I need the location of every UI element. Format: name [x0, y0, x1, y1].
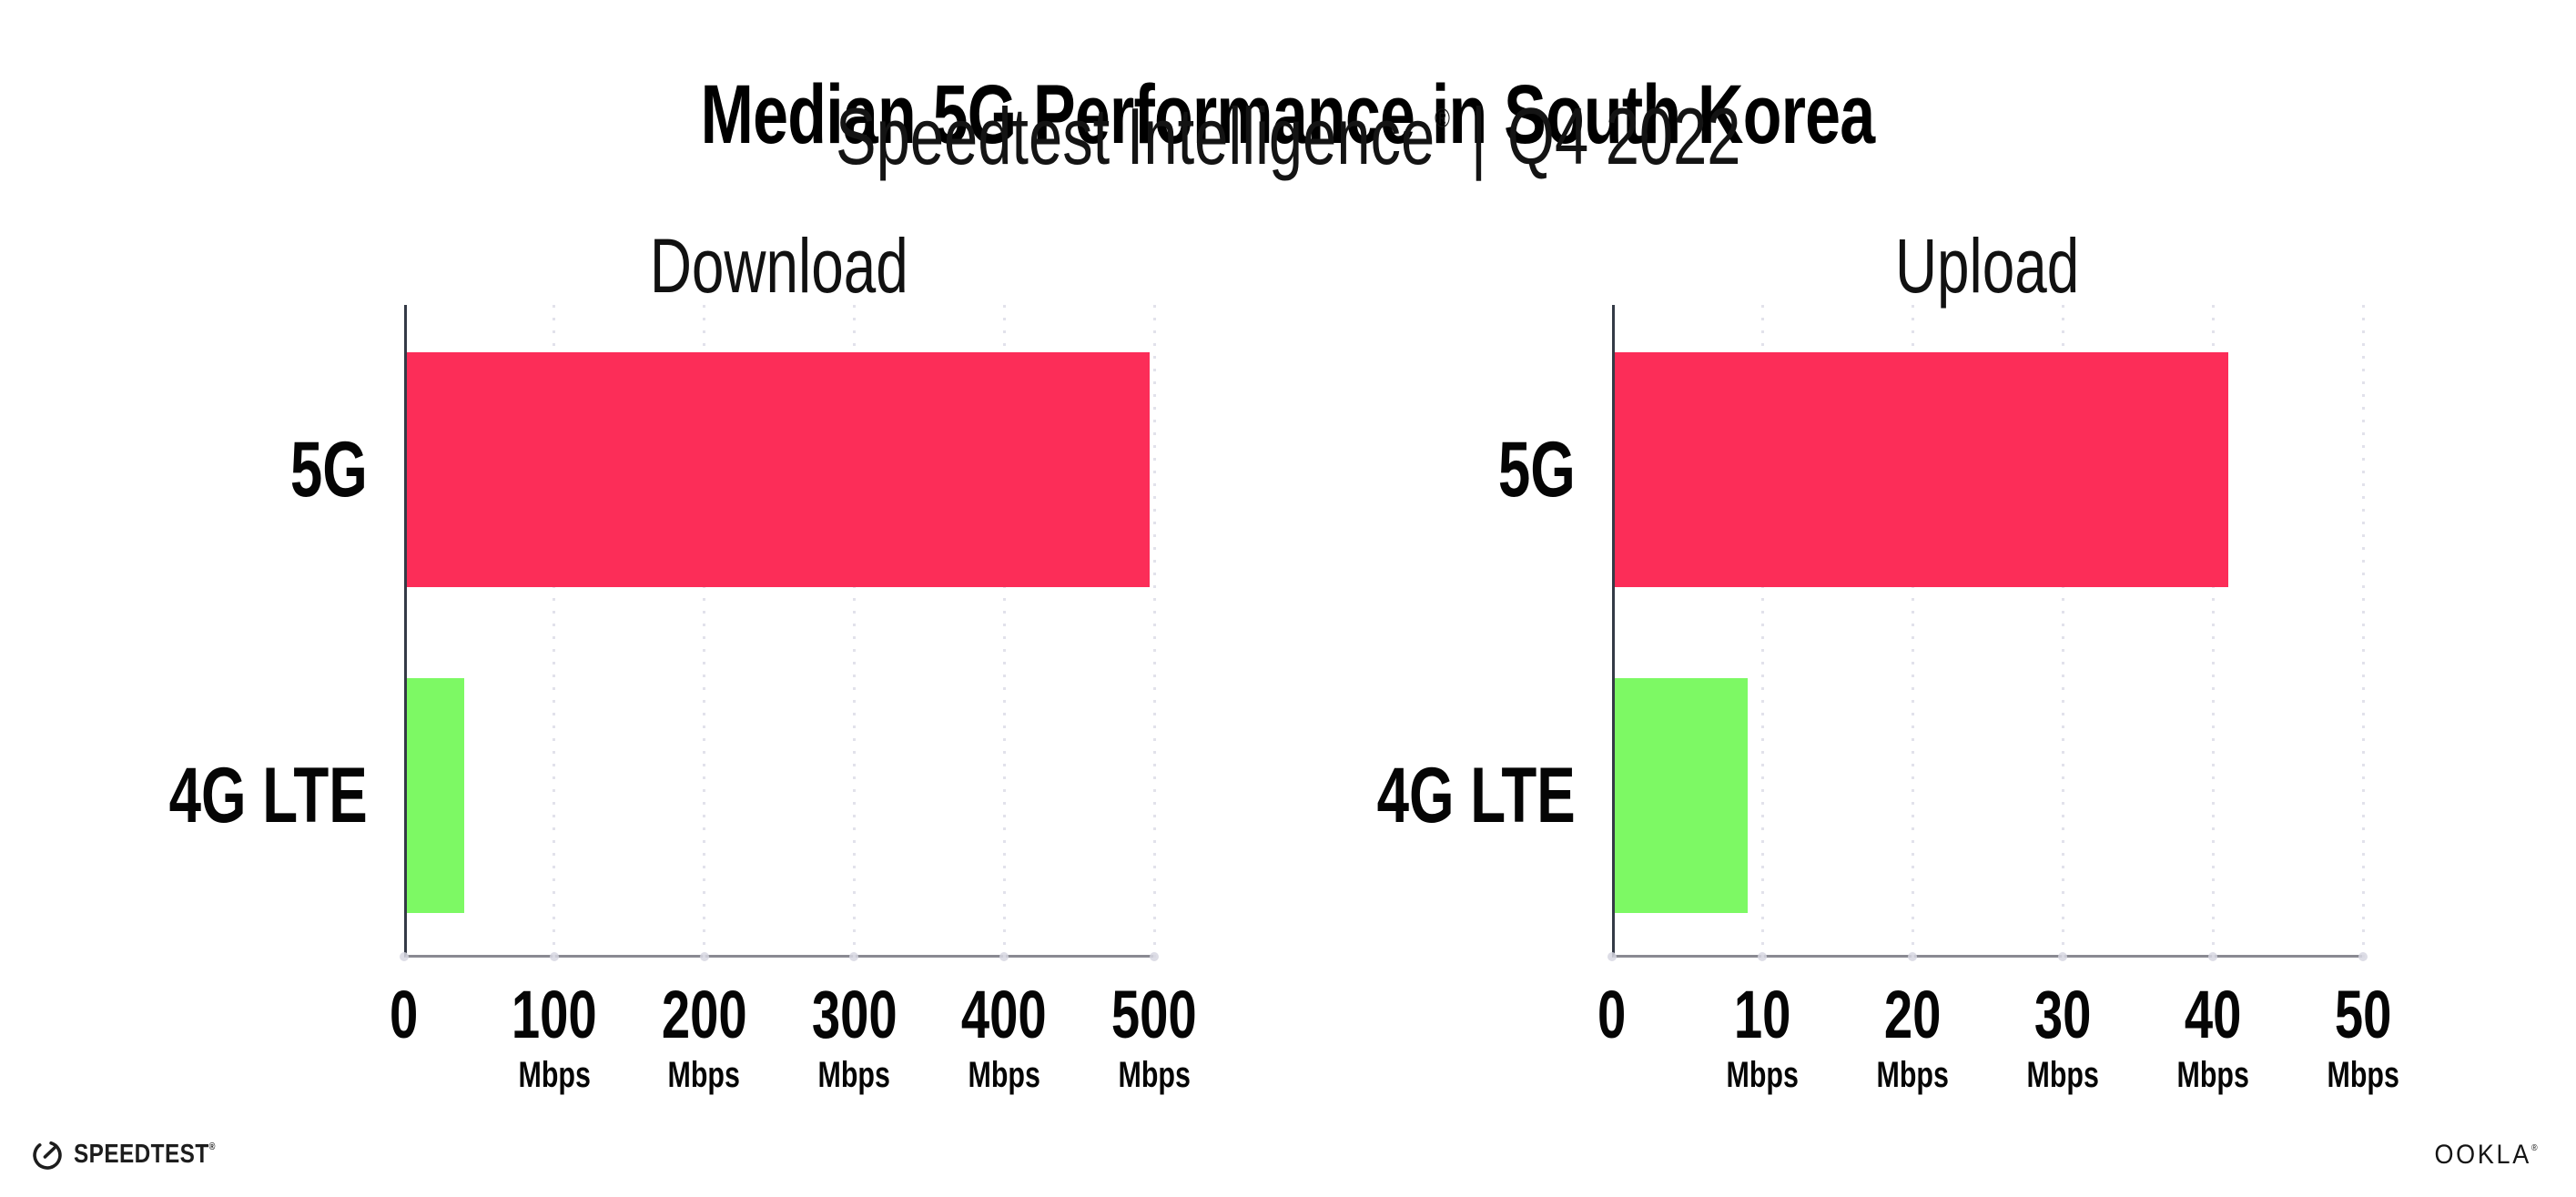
axis-tick-mark [1150, 952, 1159, 961]
x-tick-unit: Mbps [1876, 1055, 1949, 1095]
x-tick-unit: Mbps [2176, 1055, 2249, 1095]
bar-4g-lte [407, 678, 464, 913]
axis-tick-mark [2358, 952, 2368, 961]
axis-tick-mark [1908, 952, 1917, 961]
category-label-5g: 5G [290, 426, 368, 513]
registered-trademark-symbol: ® [1434, 104, 1450, 134]
speedtest-wordmark: SPEEDTEST® [74, 1140, 243, 1170]
x-tick-label: 20 [1883, 977, 1942, 1052]
gridline [1760, 305, 1764, 958]
x-tick-label: 10 [1733, 977, 1791, 1052]
ookla-logo: OOKLA® [2429, 1140, 2546, 1171]
x-tick-500: 500 Mbps [1009, 977, 1300, 1095]
bar-5g [407, 352, 1151, 587]
speedometer-gauge-icon [33, 1141, 62, 1170]
axis-tick-mark [2208, 952, 2217, 961]
x-tick-unit: Mbps [518, 1055, 591, 1095]
gridline [2361, 305, 2365, 958]
speedtest-registered-symbol: ® [208, 1141, 216, 1152]
axis-tick-mark [400, 952, 409, 961]
x-tick-100: 100 Mbps [409, 977, 700, 1095]
category-label-4g-lte: 4G LTE [1376, 752, 1576, 839]
x-tick-300: 300 Mbps [708, 977, 999, 1095]
gridline [2211, 305, 2215, 958]
gridline [2061, 305, 2064, 958]
axis-tick-mark [1758, 952, 1767, 961]
speedtest-logo: SPEEDTEST® [30, 1136, 243, 1172]
x-tick-unit: Mbps [667, 1055, 741, 1095]
x-tick-400: 400 Mbps [858, 977, 1150, 1095]
x-tick-200: 200 Mbps [559, 977, 850, 1095]
x-tick-40: 40 Mbps [2067, 977, 2358, 1095]
bar-5g [1615, 352, 2228, 587]
gridline [852, 305, 856, 958]
x-tick-label: 500 [1111, 977, 1197, 1052]
gridline [553, 305, 556, 958]
axis-tick-mark [999, 952, 1009, 961]
page-subtitle-text: Speedtest Intelligence® | Q4 2022 [836, 94, 1740, 178]
x-tick-label: 50 [2334, 977, 2392, 1052]
x-tick-label: 0 [390, 977, 419, 1052]
page-title: Median 5G Performance in South Korea [0, 71, 2576, 159]
gauge-needle [43, 1146, 56, 1159]
speedtest-wordmark-text: SPEEDTEST® [74, 1139, 216, 1169]
gridline [1152, 305, 1156, 958]
x-tick-unit: Mbps [1118, 1055, 1191, 1095]
subtitle-separator: | [1470, 91, 1486, 181]
x-tick-unit: Mbps [2026, 1055, 2099, 1095]
page-title-text: Median 5G Performance in South Korea [701, 67, 1876, 161]
category-label-4g-lte: 4G LTE [168, 752, 368, 839]
axis-tick-mark [849, 952, 859, 961]
x-tick-unit: Mbps [1726, 1055, 1799, 1095]
axis-tick-mark [699, 952, 709, 961]
plot-area-download [404, 305, 1154, 958]
plot-area-upload [1612, 305, 2363, 958]
x-tick-50: 50 Mbps [2217, 977, 2509, 1095]
ookla-registered-symbol: ® [2531, 1143, 2541, 1153]
x-tick-0: 0 [259, 981, 550, 1049]
x-tick-unit: Mbps [817, 1055, 891, 1095]
x-tick-label: 40 [2184, 977, 2242, 1052]
x-tick-10: 10 Mbps [1617, 977, 1908, 1095]
chart-title-upload: Upload [1895, 223, 2080, 309]
x-tick-label: 400 [961, 977, 1048, 1052]
x-tick-unit: Mbps [968, 1055, 1040, 1095]
x-tick-0: 0 [1466, 981, 1758, 1049]
x-tick-label: 300 [811, 977, 898, 1052]
subtitle-period: Q4 2022 [1506, 91, 1741, 181]
gridline [703, 305, 706, 958]
axis-tick-mark [2058, 952, 2067, 961]
gridline [1002, 305, 1006, 958]
ookla-wordmark-text: OOKLA® [2434, 1140, 2541, 1170]
x-tick-label: 100 [511, 977, 597, 1052]
x-tick-20: 20 Mbps [1767, 977, 2058, 1095]
x-tick-30: 30 Mbps [1917, 977, 2208, 1095]
category-label-5g: 5G [1498, 426, 1576, 513]
x-tick-label: 30 [2033, 977, 2092, 1052]
chart-title-download: Download [650, 223, 908, 309]
page-subtitle: Speedtest Intelligence® | Q4 2022 [0, 94, 2576, 178]
gridline [1911, 305, 1914, 958]
bar-4g-lte [1615, 678, 1748, 913]
subtitle-brand: Speedtest Intelligence [835, 91, 1435, 181]
x-tick-label: 200 [661, 977, 747, 1052]
axis-tick-mark [549, 952, 559, 961]
x-tick-unit: Mbps [2327, 1055, 2399, 1095]
ookla-wordmark: OOKLA® [2429, 1140, 2546, 1171]
x-tick-label: 0 [1597, 977, 1627, 1052]
axis-tick-mark [1607, 952, 1617, 961]
